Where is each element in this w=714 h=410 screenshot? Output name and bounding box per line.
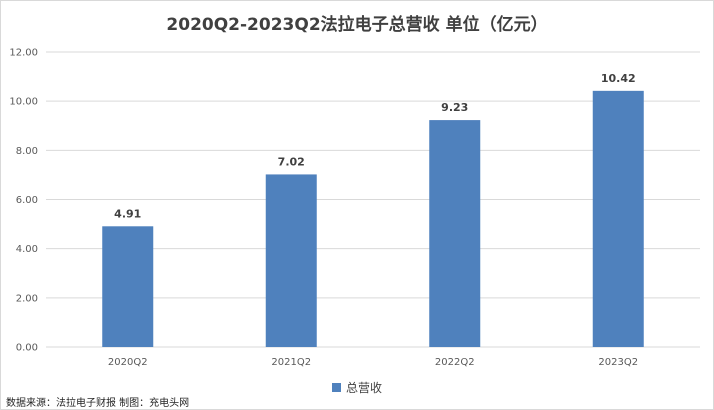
x-tick-label: 2023Q2 — [598, 357, 638, 368]
y-tick-label: 2.00 — [16, 293, 38, 304]
bar — [592, 90, 644, 347]
y-tick-label: 6.00 — [16, 195, 38, 206]
y-tick-label: 10.00 — [9, 97, 38, 108]
y-tick-label: 12.00 — [9, 48, 38, 59]
y-tick-label: 8.00 — [16, 146, 38, 157]
legend-label: 总营收 — [346, 381, 383, 395]
bar — [429, 120, 481, 348]
chart-title: 2020Q2-2023Q2法拉电子总营收 单位（亿元） — [166, 15, 548, 35]
data-label: 10.42 — [601, 72, 636, 85]
x-tick-label: 2021Q2 — [271, 357, 311, 368]
legend: 总营收 — [332, 379, 382, 396]
data-label: 7.02 — [278, 155, 305, 168]
y-tick-label: 0.00 — [16, 343, 38, 354]
x-tick-label: 2022Q2 — [435, 357, 475, 368]
legend-swatch — [332, 383, 341, 392]
bar — [265, 174, 317, 347]
data-source-note: 数据来源：法拉电子财报 制图：充电头网 — [6, 398, 190, 409]
data-label: 9.23 — [441, 101, 468, 114]
data-label: 4.91 — [114, 207, 141, 220]
y-tick-label: 4.00 — [16, 244, 38, 255]
bar — [102, 226, 154, 347]
x-tick-label: 2020Q2 — [108, 357, 148, 368]
